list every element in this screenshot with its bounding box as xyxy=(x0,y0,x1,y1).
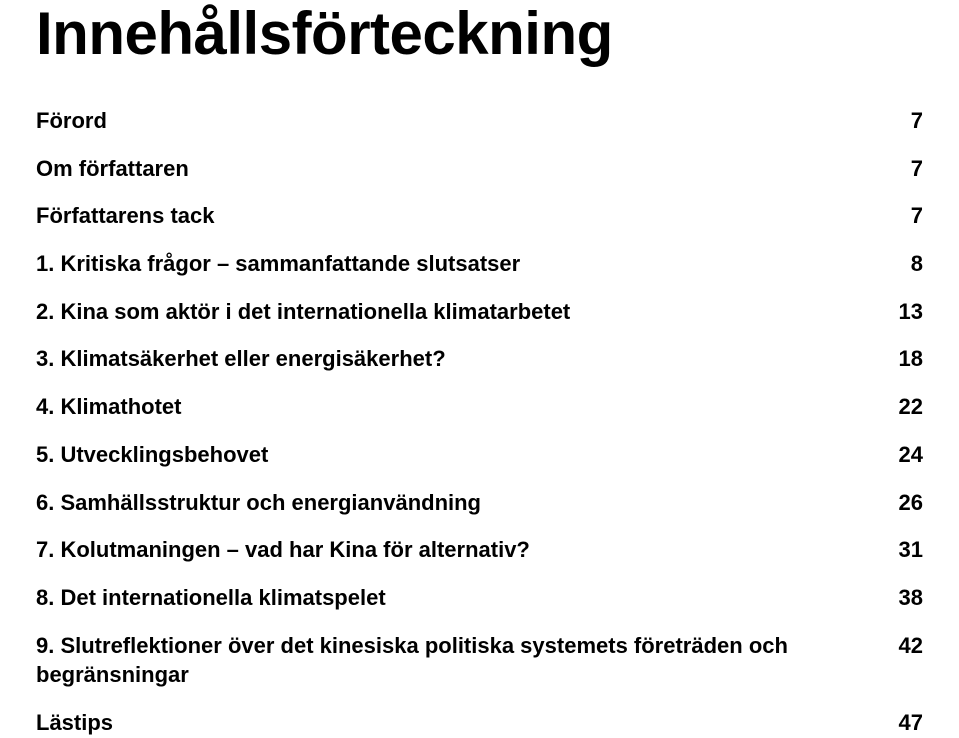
page-title: Innehållsförteckning xyxy=(36,4,923,64)
toc-label: 7. Kolutmaningen – vad har Kina för alte… xyxy=(36,535,883,565)
toc-label: 6. Samhällsstruktur och energianvändning xyxy=(36,488,883,518)
page-container: Innehållsförteckning Förord 7 Om författ… xyxy=(0,0,959,738)
toc-row: 5. Utvecklingsbehovet 24 xyxy=(36,440,923,470)
toc-row: 7. Kolutmaningen – vad har Kina för alte… xyxy=(36,535,923,565)
toc-label: 4. Klimathotet xyxy=(36,392,883,422)
toc-page-number: 38 xyxy=(883,583,923,613)
toc-page-number: 47 xyxy=(883,708,923,738)
toc-page-number: 26 xyxy=(883,488,923,518)
toc-label: Om författaren xyxy=(36,154,883,184)
toc-page-number: 7 xyxy=(883,106,923,136)
toc-label: 5. Utvecklingsbehovet xyxy=(36,440,883,470)
table-of-contents: Förord 7 Om författaren 7 Författarens t… xyxy=(36,106,923,738)
toc-label: 1. Kritiska frågor – sammanfattande slut… xyxy=(36,249,883,279)
toc-row: Författarens tack 7 xyxy=(36,201,923,231)
toc-page-number: 8 xyxy=(883,249,923,279)
toc-row: Förord 7 xyxy=(36,106,923,136)
toc-page-number: 13 xyxy=(883,297,923,327)
toc-page-number: 22 xyxy=(883,392,923,422)
toc-page-number: 42 xyxy=(883,631,923,661)
toc-row: 8. Det internationella klimatspelet 38 xyxy=(36,583,923,613)
toc-label: Förord xyxy=(36,106,883,136)
toc-row: 9. Slutreflektioner över det kinesiska p… xyxy=(36,631,923,690)
toc-page-number: 24 xyxy=(883,440,923,470)
toc-row: 4. Klimathotet 22 xyxy=(36,392,923,422)
toc-row: 6. Samhällsstruktur och energianvändning… xyxy=(36,488,923,518)
toc-label: 8. Det internationella klimatspelet xyxy=(36,583,883,613)
toc-row: Lästips 47 xyxy=(36,708,923,738)
toc-label: Lästips xyxy=(36,708,883,738)
toc-page-number: 7 xyxy=(883,201,923,231)
toc-row: 2. Kina som aktör i det internationella … xyxy=(36,297,923,327)
toc-label: Författarens tack xyxy=(36,201,883,231)
toc-row: 3. Klimatsäkerhet eller energisäkerhet? … xyxy=(36,344,923,374)
toc-page-number: 31 xyxy=(883,535,923,565)
toc-page-number: 18 xyxy=(883,344,923,374)
toc-row: Om författaren 7 xyxy=(36,154,923,184)
toc-page-number: 7 xyxy=(883,154,923,184)
toc-label: 9. Slutreflektioner över det kinesiska p… xyxy=(36,631,883,690)
toc-row: 1. Kritiska frågor – sammanfattande slut… xyxy=(36,249,923,279)
toc-label: 3. Klimatsäkerhet eller energisäkerhet? xyxy=(36,344,883,374)
toc-label: 2. Kina som aktör i det internationella … xyxy=(36,297,883,327)
